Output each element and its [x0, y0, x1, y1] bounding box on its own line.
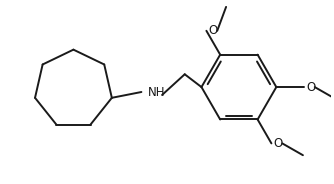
Text: O: O [274, 137, 283, 150]
Text: O: O [306, 81, 315, 94]
Text: O: O [209, 24, 218, 37]
Text: NH: NH [148, 86, 166, 98]
